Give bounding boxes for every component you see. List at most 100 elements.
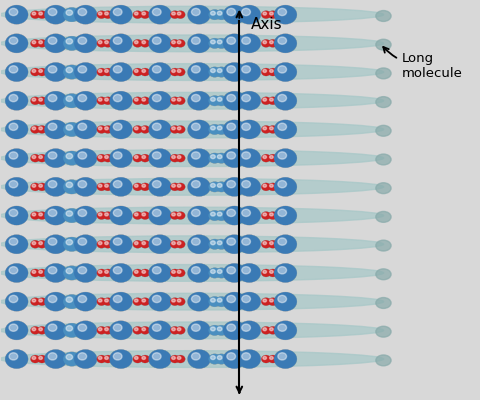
- Circle shape: [242, 152, 251, 159]
- Ellipse shape: [0, 178, 384, 195]
- Circle shape: [74, 350, 97, 369]
- Circle shape: [170, 240, 180, 248]
- Circle shape: [188, 148, 211, 168]
- Circle shape: [238, 148, 261, 168]
- Circle shape: [142, 270, 145, 273]
- Circle shape: [192, 180, 200, 188]
- Circle shape: [152, 209, 161, 216]
- Circle shape: [5, 350, 28, 369]
- Circle shape: [66, 182, 72, 188]
- Circle shape: [270, 299, 273, 302]
- Circle shape: [97, 240, 106, 248]
- Circle shape: [188, 206, 211, 225]
- Circle shape: [105, 12, 108, 15]
- Circle shape: [37, 39, 47, 47]
- Circle shape: [9, 209, 18, 216]
- Circle shape: [227, 353, 236, 360]
- Circle shape: [274, 177, 297, 196]
- Circle shape: [278, 66, 287, 73]
- Circle shape: [223, 206, 246, 225]
- Circle shape: [270, 127, 273, 130]
- Circle shape: [268, 154, 277, 162]
- Circle shape: [105, 156, 108, 158]
- Circle shape: [39, 184, 42, 187]
- Circle shape: [152, 8, 161, 16]
- Circle shape: [109, 235, 132, 254]
- Circle shape: [268, 68, 277, 76]
- Circle shape: [223, 91, 246, 110]
- Circle shape: [78, 8, 87, 16]
- Circle shape: [9, 66, 18, 73]
- Circle shape: [152, 324, 161, 331]
- Circle shape: [9, 324, 18, 331]
- Circle shape: [263, 98, 266, 101]
- Circle shape: [30, 212, 40, 220]
- Circle shape: [261, 154, 271, 162]
- Circle shape: [278, 152, 287, 159]
- Circle shape: [105, 299, 108, 302]
- Circle shape: [278, 8, 287, 16]
- Circle shape: [9, 295, 18, 303]
- Circle shape: [5, 91, 28, 110]
- Circle shape: [177, 12, 181, 15]
- Circle shape: [140, 68, 150, 76]
- Circle shape: [133, 298, 143, 306]
- Circle shape: [103, 355, 113, 363]
- Circle shape: [5, 177, 28, 196]
- Circle shape: [9, 353, 18, 360]
- Circle shape: [211, 11, 216, 15]
- Circle shape: [208, 354, 221, 364]
- Circle shape: [74, 177, 97, 196]
- Circle shape: [66, 268, 72, 274]
- Circle shape: [44, 120, 67, 139]
- Circle shape: [32, 70, 36, 72]
- Circle shape: [172, 41, 175, 44]
- Circle shape: [274, 206, 297, 225]
- Circle shape: [148, 206, 171, 225]
- Circle shape: [208, 325, 221, 336]
- Circle shape: [5, 292, 28, 311]
- Circle shape: [30, 355, 40, 363]
- Circle shape: [134, 213, 138, 216]
- Circle shape: [37, 183, 47, 191]
- Circle shape: [170, 11, 180, 19]
- Circle shape: [66, 96, 72, 102]
- Circle shape: [278, 209, 287, 216]
- Circle shape: [48, 37, 57, 44]
- Circle shape: [105, 127, 108, 130]
- Circle shape: [9, 94, 18, 102]
- Circle shape: [270, 184, 273, 187]
- Circle shape: [152, 295, 161, 303]
- Circle shape: [63, 237, 80, 252]
- Circle shape: [9, 180, 18, 188]
- Circle shape: [142, 98, 145, 101]
- Circle shape: [39, 41, 42, 44]
- Circle shape: [263, 328, 266, 331]
- Circle shape: [98, 270, 102, 273]
- Circle shape: [211, 270, 216, 274]
- Circle shape: [242, 8, 251, 16]
- Circle shape: [133, 355, 143, 363]
- Circle shape: [63, 94, 80, 108]
- Circle shape: [263, 41, 266, 44]
- Circle shape: [44, 235, 67, 254]
- Circle shape: [98, 98, 102, 101]
- Circle shape: [261, 126, 271, 134]
- Circle shape: [242, 353, 251, 360]
- Circle shape: [274, 34, 297, 53]
- Circle shape: [172, 270, 175, 273]
- Circle shape: [208, 96, 221, 106]
- Circle shape: [98, 12, 102, 15]
- Circle shape: [97, 126, 106, 134]
- Circle shape: [170, 154, 180, 162]
- Circle shape: [261, 11, 271, 19]
- Circle shape: [242, 295, 251, 303]
- Circle shape: [109, 148, 132, 168]
- Circle shape: [78, 37, 87, 44]
- Circle shape: [261, 269, 271, 277]
- Circle shape: [274, 235, 297, 254]
- Circle shape: [268, 355, 277, 363]
- Circle shape: [105, 356, 108, 360]
- Circle shape: [66, 240, 72, 245]
- Circle shape: [274, 5, 297, 24]
